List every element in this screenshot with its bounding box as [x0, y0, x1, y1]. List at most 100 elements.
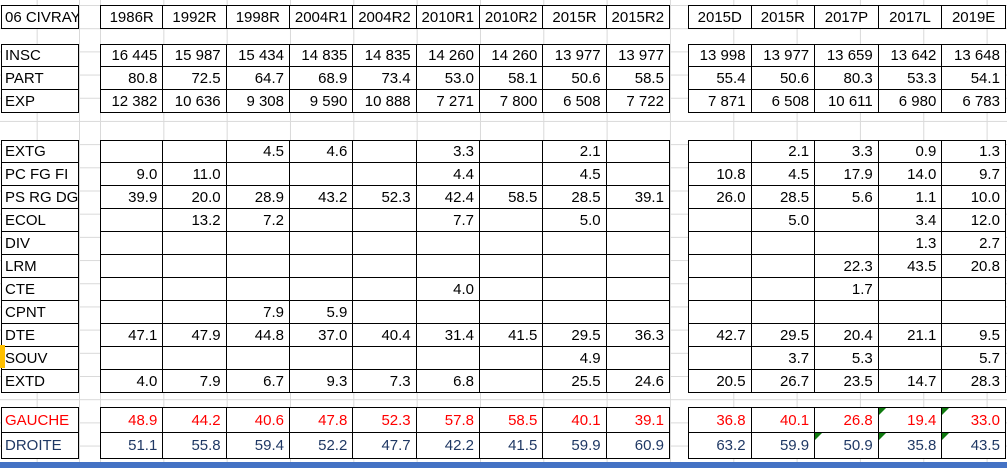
value-cell[interactable] [479, 140, 544, 163]
value-cell[interactable] [100, 255, 164, 278]
value-cell[interactable]: 37.0 [289, 324, 354, 347]
value-cell[interactable] [606, 209, 670, 232]
value-cell[interactable]: 52.3 [353, 186, 417, 209]
value-cell[interactable] [353, 140, 417, 163]
value-cell[interactable]: 53.0 [416, 67, 480, 90]
value-cell[interactable]: 5.0 [543, 209, 607, 232]
row-label-cell[interactable]: CTE [1, 278, 79, 301]
column-header-cell[interactable]: 2004R1 [289, 5, 354, 29]
value-cell[interactable]: 80.3 [815, 67, 879, 90]
value-cell[interactable]: 5.0 [751, 209, 816, 232]
value-cell[interactable] [163, 301, 227, 324]
value-cell[interactable]: 23.5 [815, 370, 879, 393]
value-cell[interactable]: 7.9 [163, 370, 227, 393]
value-cell[interactable]: 13 659 [815, 44, 879, 67]
value-cell[interactable] [226, 278, 290, 301]
value-cell[interactable] [479, 278, 544, 301]
value-cell[interactable]: 4.5 [226, 140, 290, 163]
value-cell[interactable] [543, 301, 607, 324]
value-cell[interactable]: 39.1 [606, 407, 670, 433]
value-cell[interactable]: 36.3 [606, 324, 670, 347]
row-label-cell[interactable]: CPNT [1, 301, 79, 324]
value-cell[interactable]: 52.3 [353, 407, 417, 433]
value-cell[interactable] [687, 255, 752, 278]
value-cell[interactable] [163, 278, 227, 301]
value-cell[interactable]: 9.0 [100, 163, 164, 186]
value-cell[interactable] [289, 163, 354, 186]
value-cell[interactable]: 60.9 [606, 433, 670, 459]
value-cell[interactable] [353, 347, 417, 370]
value-cell[interactable] [416, 347, 480, 370]
value-cell[interactable] [416, 301, 480, 324]
value-cell[interactable]: 7.9 [226, 301, 290, 324]
value-cell[interactable] [163, 140, 227, 163]
column-header-cell[interactable]: 2010R1 [416, 5, 480, 29]
column-header-cell[interactable]: 2015R [543, 5, 607, 29]
value-cell[interactable] [606, 140, 670, 163]
value-cell[interactable]: 43.5 [878, 255, 943, 278]
value-cell[interactable]: 7 800 [479, 90, 544, 113]
value-cell[interactable] [687, 232, 752, 255]
value-cell[interactable]: 19.4 [878, 407, 943, 433]
value-cell[interactable]: 4.4 [416, 163, 480, 186]
value-cell[interactable] [543, 278, 607, 301]
column-header-cell[interactable]: 2015D [687, 5, 752, 29]
value-cell[interactable]: 59.4 [226, 433, 290, 459]
value-cell[interactable]: 59.9 [751, 433, 816, 459]
column-header-cell[interactable]: 2015R2 [606, 5, 670, 29]
value-cell[interactable] [289, 255, 354, 278]
value-cell[interactable] [226, 255, 290, 278]
column-header-cell[interactable]: 1992R [163, 5, 227, 29]
value-cell[interactable] [815, 301, 879, 324]
row-label-cell[interactable]: EXTD [1, 370, 79, 393]
value-cell[interactable] [687, 301, 752, 324]
value-cell[interactable]: 72.5 [163, 67, 227, 90]
value-cell[interactable]: 11.0 [163, 163, 227, 186]
value-cell[interactable] [416, 232, 480, 255]
value-cell[interactable] [815, 232, 879, 255]
value-cell[interactable] [878, 347, 943, 370]
value-cell[interactable]: 13.2 [163, 209, 227, 232]
column-header-cell[interactable]: 2019E [942, 5, 1006, 29]
row-label-cell[interactable]: PART [1, 67, 79, 90]
value-cell[interactable]: 6 980 [878, 90, 943, 113]
value-cell[interactable] [751, 301, 816, 324]
column-header-cell[interactable]: 2017L [878, 5, 943, 29]
value-cell[interactable] [878, 301, 943, 324]
value-cell[interactable]: 14 835 [353, 44, 417, 67]
row-label-cell[interactable]: DIV [1, 232, 79, 255]
value-cell[interactable] [163, 255, 227, 278]
value-cell[interactable]: 4.0 [100, 370, 164, 393]
value-cell[interactable] [100, 278, 164, 301]
value-cell[interactable] [606, 301, 670, 324]
value-cell[interactable]: 28.3 [942, 370, 1006, 393]
value-cell[interactable]: 43.2 [289, 186, 354, 209]
value-cell[interactable]: 40.1 [543, 407, 607, 433]
value-cell[interactable] [751, 278, 816, 301]
value-cell[interactable]: 47.1 [100, 324, 164, 347]
value-cell[interactable]: 9 308 [226, 90, 290, 113]
value-cell[interactable] [543, 255, 607, 278]
value-cell[interactable]: 2.7 [942, 232, 1006, 255]
row-label-cell[interactable]: GAUCHE [1, 407, 79, 433]
value-cell[interactable]: 55.4 [687, 67, 752, 90]
row-label-cell[interactable]: ECOL [1, 209, 79, 232]
value-cell[interactable]: 26.0 [687, 186, 752, 209]
value-cell[interactable]: 40.1 [751, 407, 816, 433]
value-cell[interactable]: 9 590 [289, 90, 354, 113]
value-cell[interactable] [606, 163, 670, 186]
value-cell[interactable] [687, 209, 752, 232]
value-cell[interactable] [226, 232, 290, 255]
value-cell[interactable]: 36.8 [687, 407, 752, 433]
value-cell[interactable] [479, 209, 544, 232]
value-cell[interactable]: 5.9 [289, 301, 354, 324]
value-cell[interactable] [226, 347, 290, 370]
value-cell[interactable]: 17.9 [815, 163, 879, 186]
value-cell[interactable]: 29.5 [751, 324, 816, 347]
row-label-cell[interactable]: DROITE [1, 433, 79, 459]
value-cell[interactable]: 12.0 [942, 209, 1006, 232]
value-cell[interactable]: 54.1 [942, 67, 1006, 90]
value-cell[interactable] [100, 232, 164, 255]
value-cell[interactable]: 50.6 [751, 67, 816, 90]
value-cell[interactable]: 58.5 [479, 407, 544, 433]
